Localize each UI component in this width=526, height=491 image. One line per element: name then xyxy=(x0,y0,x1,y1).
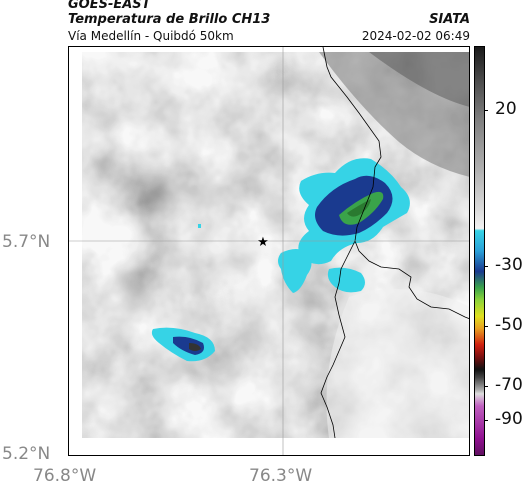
colorbar-tick xyxy=(484,420,488,421)
lon-label-76.8: 76.8°W xyxy=(33,466,97,486)
colorbar-label-minus70: -70 xyxy=(495,375,523,395)
lat-label-5.7: 5.7°N xyxy=(2,232,51,252)
colorbar-tick xyxy=(484,266,488,267)
product-title: Temperatura de Brillo CH13 xyxy=(68,12,271,27)
star-icon: ★ xyxy=(257,235,269,250)
cold-cloud-main xyxy=(298,158,410,265)
colorbar-label-minus30: -30 xyxy=(495,255,523,275)
satellite-map[interactable]: ★ xyxy=(68,46,470,456)
colorbar-tick xyxy=(484,326,488,327)
cold-cloud-secondary xyxy=(151,224,365,362)
map-canvas: ★ xyxy=(69,47,469,455)
brightness-field xyxy=(82,52,469,438)
department-border-south xyxy=(320,240,356,439)
timestamp-label: 2024-02-02 06:49 xyxy=(361,29,470,43)
agency-label: SIATA xyxy=(429,12,470,27)
colorbar-label-minus90: -90 xyxy=(495,409,523,429)
department-border xyxy=(322,47,469,320)
colorbar-tick xyxy=(484,110,488,111)
colorbar xyxy=(474,46,485,456)
lon-label-76.3: 76.3°W xyxy=(249,466,313,486)
region-subtitle: Vía Medellín - Quibdó 50km xyxy=(68,29,234,43)
satellite-title: GOES-EAST xyxy=(68,0,151,12)
colorbar-label-20: 20 xyxy=(495,99,517,119)
colorbar-tick xyxy=(484,386,488,387)
colorbar-label-minus50: -50 xyxy=(495,315,523,335)
lat-label-5.2: 5.2°N xyxy=(2,444,51,464)
